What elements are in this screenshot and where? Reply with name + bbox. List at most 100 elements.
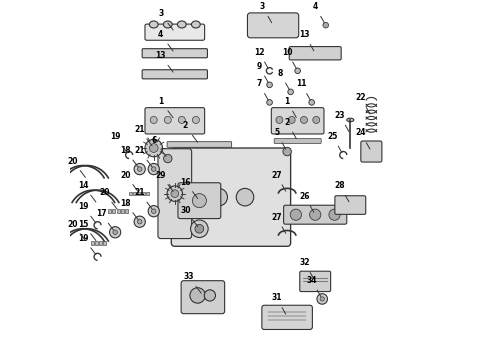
Circle shape	[195, 224, 204, 233]
Text: 4: 4	[158, 30, 173, 51]
FancyBboxPatch shape	[262, 305, 313, 329]
Text: 18: 18	[121, 199, 138, 220]
Bar	[108, 210, 111, 213]
Text: 12: 12	[254, 48, 268, 68]
Text: 7: 7	[256, 79, 268, 100]
Circle shape	[148, 163, 159, 175]
Text: 24: 24	[356, 129, 370, 149]
Text: 20: 20	[99, 188, 117, 209]
Bar	[129, 192, 132, 195]
FancyBboxPatch shape	[300, 271, 331, 292]
Bar	[146, 192, 149, 195]
Text: 27: 27	[271, 213, 286, 233]
Text: 29: 29	[155, 171, 173, 192]
Bar	[142, 192, 145, 195]
Bar	[138, 192, 141, 195]
Circle shape	[288, 89, 294, 95]
Circle shape	[149, 144, 158, 152]
Text: 20: 20	[68, 157, 85, 177]
Circle shape	[283, 147, 292, 156]
Ellipse shape	[149, 21, 158, 28]
Text: 21: 21	[134, 188, 152, 209]
Text: 26: 26	[299, 192, 314, 212]
Bar	[117, 210, 120, 213]
Text: 31: 31	[271, 293, 286, 314]
Text: 21: 21	[134, 125, 152, 146]
Bar	[121, 210, 124, 213]
Circle shape	[191, 220, 208, 238]
Text: 4: 4	[313, 2, 324, 23]
Circle shape	[148, 206, 159, 217]
Text: 27: 27	[271, 171, 286, 191]
Text: 5: 5	[274, 129, 286, 149]
Text: 13: 13	[299, 30, 314, 51]
Circle shape	[134, 216, 146, 227]
Text: 30: 30	[180, 206, 197, 226]
Ellipse shape	[347, 118, 354, 122]
Circle shape	[134, 163, 146, 175]
Circle shape	[164, 116, 171, 123]
Circle shape	[113, 230, 118, 234]
Text: 1: 1	[158, 97, 173, 118]
Circle shape	[320, 297, 324, 301]
FancyBboxPatch shape	[142, 49, 207, 58]
Circle shape	[151, 209, 156, 213]
Circle shape	[276, 116, 283, 123]
Circle shape	[309, 100, 315, 105]
Circle shape	[313, 116, 320, 123]
FancyBboxPatch shape	[145, 24, 205, 40]
Text: 15: 15	[78, 220, 96, 240]
Bar	[91, 241, 94, 245]
Circle shape	[204, 290, 216, 301]
Text: 19: 19	[78, 202, 96, 223]
Circle shape	[138, 220, 142, 224]
Text: 22: 22	[356, 93, 370, 114]
FancyBboxPatch shape	[158, 149, 192, 239]
FancyBboxPatch shape	[289, 46, 341, 60]
Text: 19: 19	[78, 234, 96, 255]
Text: 3: 3	[260, 2, 272, 23]
FancyBboxPatch shape	[361, 141, 382, 162]
Text: 18: 18	[121, 146, 138, 167]
Circle shape	[193, 116, 199, 123]
Text: 6: 6	[151, 135, 166, 156]
Text: 23: 23	[335, 111, 349, 131]
Text: 2: 2	[183, 121, 197, 142]
Text: 11: 11	[296, 79, 310, 100]
Text: 3: 3	[158, 9, 173, 30]
FancyBboxPatch shape	[178, 183, 221, 219]
Bar	[103, 241, 106, 245]
Text: 9: 9	[256, 62, 268, 82]
FancyBboxPatch shape	[181, 281, 224, 314]
Circle shape	[151, 167, 156, 171]
Circle shape	[193, 194, 206, 208]
Text: 34: 34	[306, 276, 321, 297]
Text: 19: 19	[110, 132, 127, 153]
Text: 21: 21	[134, 146, 152, 167]
Bar	[133, 192, 137, 195]
Circle shape	[150, 116, 157, 123]
Circle shape	[145, 139, 163, 157]
FancyBboxPatch shape	[172, 148, 291, 246]
Bar	[99, 241, 102, 245]
Text: 33: 33	[184, 273, 201, 293]
Text: 2: 2	[285, 118, 296, 139]
Circle shape	[178, 116, 185, 123]
Text: 8: 8	[277, 69, 289, 89]
Circle shape	[267, 100, 272, 105]
Text: 32: 32	[299, 258, 314, 279]
FancyBboxPatch shape	[145, 108, 205, 134]
FancyBboxPatch shape	[274, 139, 321, 143]
Circle shape	[184, 188, 201, 206]
Bar	[112, 210, 116, 213]
Text: 20: 20	[121, 171, 138, 192]
Circle shape	[329, 209, 340, 220]
Text: 14: 14	[78, 181, 96, 202]
Circle shape	[138, 167, 142, 171]
Circle shape	[323, 22, 328, 28]
Circle shape	[267, 82, 272, 87]
FancyBboxPatch shape	[142, 70, 207, 79]
Ellipse shape	[192, 21, 200, 28]
FancyBboxPatch shape	[247, 13, 299, 38]
FancyBboxPatch shape	[284, 205, 347, 224]
